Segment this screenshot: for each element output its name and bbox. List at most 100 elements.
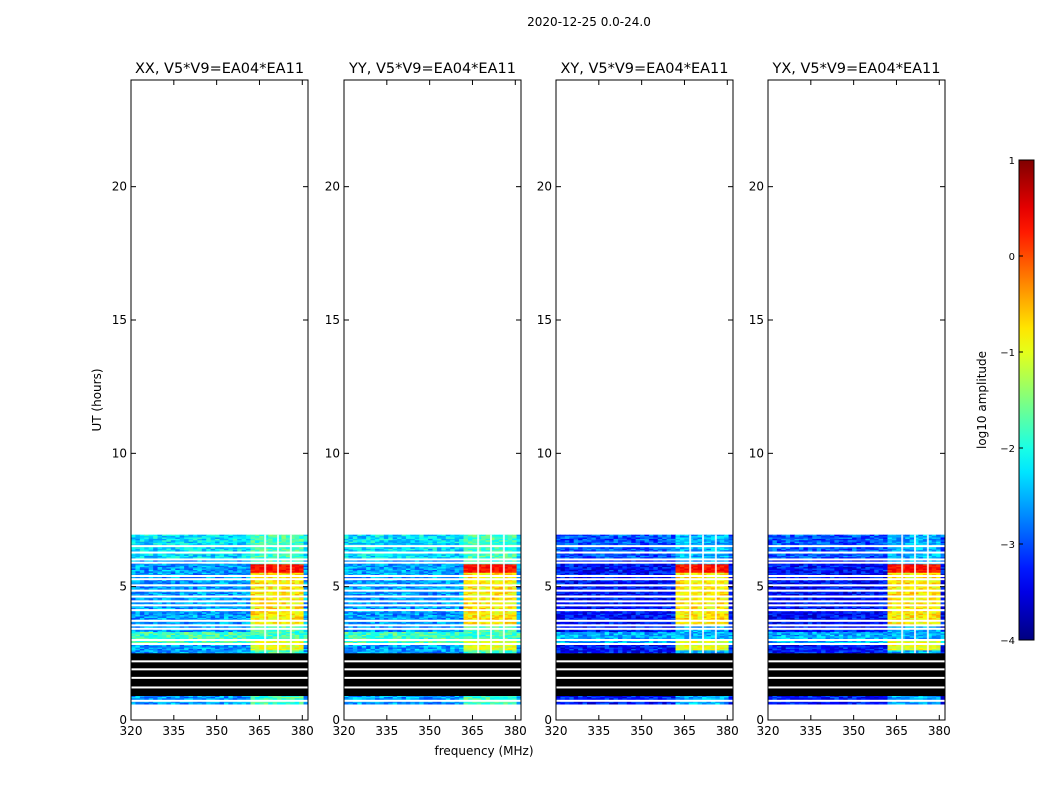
heatmap-cell: [201, 572, 207, 575]
heatmap-cell: [166, 541, 172, 544]
heatmap-cell: [148, 637, 154, 640]
heatmap-cell: [254, 637, 260, 640]
heatmap-cell: [135, 640, 141, 643]
heatmap-cell: [254, 613, 260, 616]
heatmap-cell: [498, 536, 504, 538]
heatmap-cell: [263, 591, 269, 594]
flagged-row-line: [131, 660, 308, 663]
heatmap-cell: [232, 593, 238, 596]
heatmap-cell: [170, 554, 176, 557]
heatmap-cell: [179, 554, 185, 557]
heatmap-cell: [161, 586, 167, 589]
heatmap-cell: [290, 572, 296, 575]
heatmap-cell: [281, 641, 287, 644]
heatmap-cell: [246, 636, 251, 639]
heatmap-cell: [268, 555, 274, 558]
heatmap-cell: [232, 617, 238, 620]
heatmap-cell: [175, 637, 181, 640]
heatmap-cell: [263, 629, 269, 632]
heatmap-cell: [170, 598, 176, 601]
heatmap-cell: [299, 633, 305, 636]
heatmap-cell: [135, 629, 141, 632]
heatmap-cell: [294, 577, 300, 579]
heatmap-cell: [285, 550, 291, 553]
heatmap-cell: [237, 553, 243, 555]
heatmap-cell: [259, 615, 265, 618]
heatmap-cell: [303, 606, 308, 609]
heatmap-cell: [135, 543, 141, 546]
heatmap-cell: [131, 555, 136, 558]
heatmap-cell: [241, 548, 247, 551]
heatmap-cell: [268, 613, 274, 616]
heatmap-cell: [263, 647, 269, 650]
heatmap-cell: [223, 617, 229, 620]
heatmap-cell: [232, 615, 238, 618]
heatmap-cell: [290, 536, 296, 538]
heatmap-cell: [294, 591, 300, 594]
heatmap-cell: [135, 569, 141, 572]
heatmap-cell: [210, 564, 216, 567]
heatmap-cell: [179, 616, 185, 619]
heatmap-cell: [179, 702, 185, 705]
heatmap-cell: [197, 541, 203, 544]
heatmap-cell: [210, 571, 216, 574]
heatmap-cell: [215, 613, 220, 616]
heatmap-cell: [131, 593, 136, 596]
heatmap-cell: [161, 617, 167, 620]
heatmap-cell: [241, 593, 247, 596]
heatmap-cell: [170, 613, 176, 616]
heatmap-cell: [219, 582, 225, 585]
heatmap-cell: [232, 632, 238, 634]
heatmap-cell: [259, 581, 265, 584]
heatmap-cell: [237, 537, 243, 540]
heatmap-cell: [303, 555, 308, 558]
heatmap-cell: [215, 554, 220, 557]
heatmap-cell: [157, 534, 163, 537]
heatmap-cell: [201, 701, 207, 704]
heatmap-cell: [232, 646, 238, 649]
heatmap-cell: [166, 547, 172, 550]
heatmap-cell: [215, 698, 220, 701]
heatmap-cell: [223, 581, 229, 584]
heatmap-cell: [294, 695, 300, 698]
heatmap-cell: [197, 630, 203, 633]
heatmap-cell: [352, 538, 358, 541]
heatmap-cell: [144, 581, 150, 584]
heatmap-cell: [215, 567, 220, 570]
heatmap-cell: [290, 534, 296, 537]
heatmap-cell: [161, 540, 167, 543]
heatmap-cell: [197, 634, 203, 637]
heatmap-cell: [259, 585, 265, 588]
heatmap-cell: [281, 695, 287, 698]
heatmap-cell: [188, 577, 194, 579]
heatmap-cell: [219, 641, 225, 644]
heatmap-cell: [139, 610, 145, 613]
heatmap-cell: [494, 537, 500, 540]
heatmap-cell: [219, 612, 225, 615]
heatmap-cell: [157, 640, 163, 643]
heatmap-cell: [228, 613, 234, 616]
heatmap-cell: [294, 568, 300, 571]
heatmap-cell: [428, 536, 433, 538]
heatmap-cell: [277, 640, 282, 643]
heatmap-cell: [135, 617, 141, 620]
heatmap-cell: [131, 537, 136, 540]
heatmap-cell: [228, 572, 234, 575]
heatmap-cell: [246, 592, 251, 595]
heatmap-cell: [290, 591, 296, 594]
heatmap-cell: [254, 560, 260, 562]
heatmap-cell: [277, 644, 282, 647]
heatmap-cell: [144, 647, 150, 650]
heatmap-cell: [157, 547, 163, 550]
heatmap-cell: [139, 572, 145, 575]
heatmap-cell: [259, 698, 265, 701]
heatmap-cell: [246, 569, 251, 572]
heatmap-cell: [144, 592, 150, 595]
heatmap-cell: [237, 550, 243, 553]
heatmap-cell: [254, 582, 260, 585]
heatmap-cell: [175, 702, 181, 705]
heatmap-cell: [219, 615, 225, 618]
heatmap-cell: [184, 612, 190, 615]
heatmap-cell: [241, 650, 247, 653]
heatmap-cell: [188, 534, 194, 537]
